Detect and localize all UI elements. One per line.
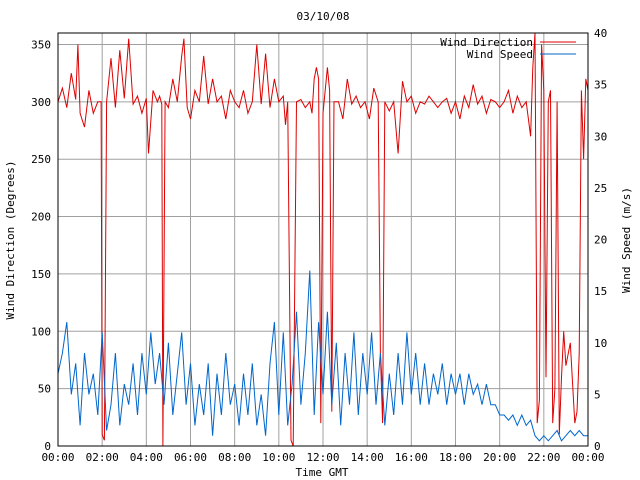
plot-frame [57,32,589,447]
y-left-tick-label: 300 [31,96,51,109]
chart-title: 03/10/08 [297,10,350,23]
x-tick-label: 20:00 [483,451,516,464]
x-axis-label: Time GMT [296,466,349,479]
y-right-tick-label: 30 [594,130,607,143]
legend-label-wind-direction: Wind Direction [440,36,533,49]
y-left-tick-label: 150 [31,268,51,281]
x-tick-label: 08:00 [218,451,251,464]
x-tick-label: 00:00 [41,451,74,464]
y-left-tick-label: 100 [31,325,51,338]
y-left-tick-labels: 0 50 100 150 200 250 300 350 [31,38,51,453]
series-line-wind-speed [57,270,588,442]
y-left-axis-label: Wind Direction (Degrees) [4,161,17,320]
y-right-tick-label: 40 [594,27,607,40]
x-tick-label: 22:00 [527,451,560,464]
x-tick-label: 16:00 [395,451,428,464]
x-tick-labels: 00:00 02:00 04:00 06:00 08:00 10:00 12:00 14:00… [41,451,604,464]
y-right-tick-label: 5 [594,388,601,401]
y-right-tick-label: 15 [594,285,607,298]
y-left-tick-label: 200 [31,211,51,224]
x-tick-label: 18:00 [439,451,472,464]
x-tick-label: 04:00 [130,451,163,464]
y-left-tick-label: 250 [31,153,51,166]
x-tick-label: 02:00 [86,451,119,464]
x-tick-label: 06:00 [174,451,207,464]
series-layer [57,32,589,447]
y-left-tick-label: 350 [31,38,51,51]
y-right-tick-label: 35 [594,79,607,92]
y-right-axis-label: Wind Speed (m/s) [620,187,633,293]
y-right-tick-label: 10 [594,337,607,350]
y-left-tick-label: 50 [38,383,51,396]
x-tick-label: 12:00 [306,451,339,464]
y-left-tick-label: 0 [44,440,51,453]
y-right-tick-label: 25 [594,182,607,195]
x-tick-label: 00:00 [571,451,604,464]
x-tick-label: 10:00 [262,451,295,464]
y-right-tick-labels: 0 5 10 15 20 25 30 35 40 [594,27,607,453]
legend-label-wind-speed: Wind Speed [467,48,533,61]
legend: Wind Direction Wind Speed [440,36,576,61]
x-tick-label: 14:00 [351,451,384,464]
y-right-tick-label: 0 [594,440,601,453]
series-line-wind-direction [57,32,589,447]
y-right-tick-label: 20 [594,234,607,247]
